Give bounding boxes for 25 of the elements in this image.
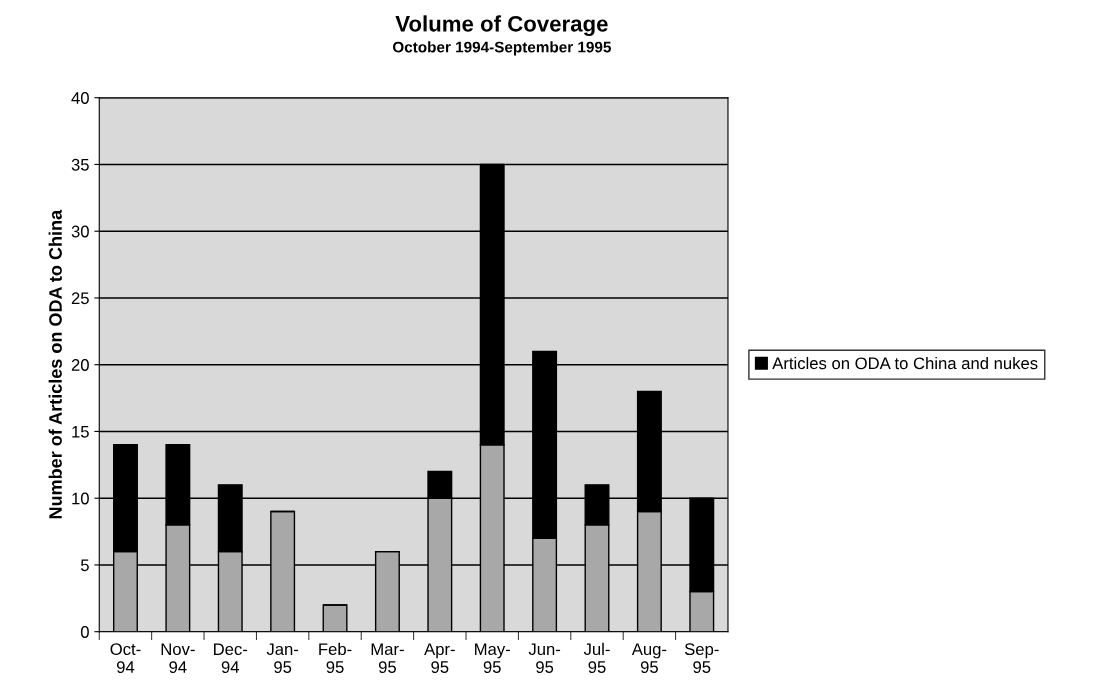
chart-title: Volume of Coverage: [395, 15, 608, 37]
x-tick-label: Jun- 95: [528, 643, 561, 673]
y-tick-label: 20: [71, 359, 89, 371]
x-tick-label: Apr- 95: [424, 643, 455, 673]
y-tick-label: 10: [72, 492, 89, 505]
y-tick-label: 0: [80, 626, 89, 638]
y-axis-title: Number of Articles on ODA to China: [48, 209, 62, 519]
y-tick-label: 25: [71, 292, 89, 305]
x-tick-label: Nov- 94: [161, 643, 195, 673]
x-tick-label: Sep- 95: [684, 643, 719, 673]
x-tick-label: Feb- 95: [319, 642, 352, 673]
x-tick-label: May- 95: [475, 643, 510, 673]
y-tick-label: 35: [71, 158, 89, 171]
y-tick-label: 5: [80, 559, 89, 572]
legend-label: Articles on ODA to China and nukes: [772, 356, 1038, 370]
y-tick-label: 15: [72, 426, 89, 438]
y-tick-label: 30: [71, 225, 89, 238]
x-tick-label: Dec- 94: [214, 643, 248, 673]
x-tick-label: Mar- 95: [371, 643, 404, 673]
x-tick-label: Jul- 95: [583, 642, 610, 673]
y-tick-label: 40: [71, 92, 89, 104]
x-tick-label: Jan- 95: [266, 643, 299, 673]
x-tick-label: Oct- 94: [110, 643, 141, 673]
chart-subtitle: October 1994-September 1995: [392, 41, 611, 56]
x-tick-label: Aug- 95: [631, 643, 667, 673]
